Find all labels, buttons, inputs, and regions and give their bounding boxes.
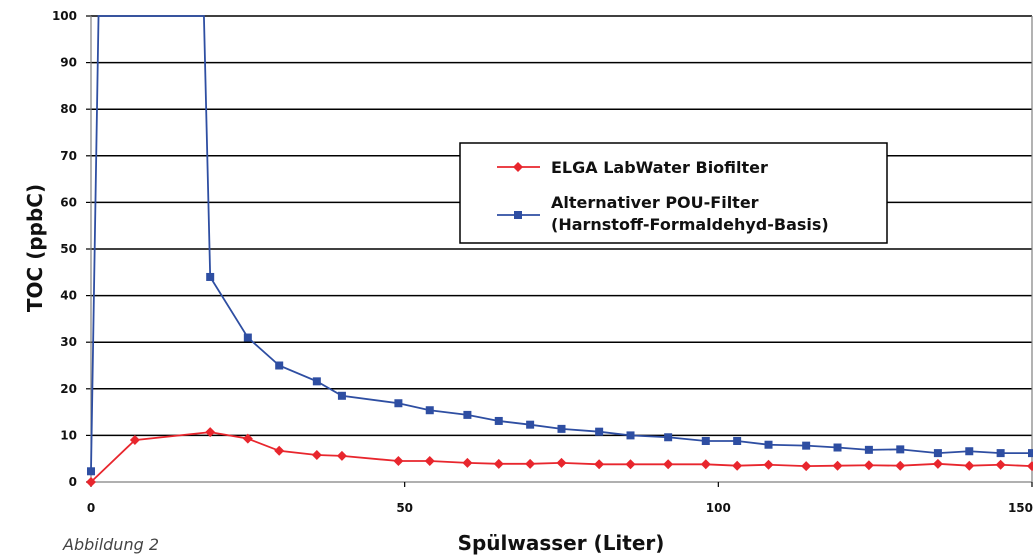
data-point <box>933 449 942 458</box>
data-point <box>1028 449 1033 458</box>
series-elga-biofilter <box>86 427 1033 487</box>
data-point <box>895 460 906 471</box>
data-point <box>336 450 347 461</box>
data-point <box>243 333 252 342</box>
data-point <box>129 435 140 446</box>
data-point <box>556 457 567 468</box>
data-point <box>995 459 1006 470</box>
x-axis-label: Spülwasser (Liter) <box>458 531 665 555</box>
y-tick-label: 70 <box>60 149 77 163</box>
data-point <box>275 361 284 370</box>
y-tick-label: 60 <box>60 195 77 209</box>
data-point <box>625 459 636 470</box>
x-tick-label: 150 <box>1008 501 1033 515</box>
data-point <box>965 447 974 456</box>
data-point <box>833 443 842 452</box>
y-tick-label: 0 <box>69 475 77 489</box>
y-tick-label: 50 <box>60 242 77 256</box>
data-point <box>206 272 215 281</box>
y-tick-label: 90 <box>60 56 77 70</box>
data-point <box>462 457 473 468</box>
data-point <box>864 445 873 454</box>
data-point <box>932 458 943 469</box>
data-point <box>832 460 843 471</box>
data-point <box>337 391 346 400</box>
y-tick-label: 100 <box>52 9 77 23</box>
data-point <box>463 410 472 419</box>
data-point <box>393 456 404 467</box>
legend-label-line-2: (Harnstoff-Formaldehyd-Basis) <box>551 215 829 234</box>
data-point <box>494 416 503 425</box>
x-tick-label: 0 <box>87 501 95 515</box>
data-point <box>964 460 975 471</box>
legend: ELGA LabWater Biofilter Alternativer POU-… <box>459 142 888 244</box>
legend-label-line-1: Alternativer POU-Filter <box>551 193 759 212</box>
figure-caption: Abbildung 2 <box>62 535 159 554</box>
legend-box <box>459 142 888 244</box>
data-point <box>763 459 774 470</box>
x-tick-labels: 0 50 100 150 <box>87 501 1033 515</box>
data-point <box>896 445 905 454</box>
legend-marker <box>513 162 523 172</box>
data-point <box>311 449 322 460</box>
series-group <box>86 15 1033 487</box>
data-point <box>996 449 1005 458</box>
series-line <box>90 431 1033 483</box>
data-point <box>525 458 536 469</box>
data-point <box>493 458 504 469</box>
y-tick-label: 30 <box>60 335 77 349</box>
series-line <box>90 15 1032 472</box>
data-point <box>764 440 773 449</box>
data-point <box>732 460 743 471</box>
data-point <box>595 427 604 436</box>
data-point <box>1027 461 1033 472</box>
data-point <box>664 433 673 442</box>
data-point <box>802 441 811 450</box>
data-point <box>863 460 874 471</box>
data-point <box>701 436 710 445</box>
data-point <box>733 436 742 445</box>
data-point <box>274 445 285 456</box>
axes <box>86 15 1033 487</box>
data-point <box>86 477 96 487</box>
data-point <box>312 377 321 386</box>
data-point <box>626 431 635 440</box>
y-tick-label: 20 <box>60 382 77 396</box>
data-point <box>424 456 435 467</box>
data-point <box>425 406 434 415</box>
series-alternative-pou-filter <box>87 15 1033 476</box>
x-tick-label: 100 <box>706 501 731 515</box>
data-point <box>242 433 253 444</box>
y-tick-labels: 0 10 20 30 40 50 60 70 80 90 100 <box>52 9 77 489</box>
y-tick-label: 10 <box>60 428 77 442</box>
data-point <box>594 459 605 470</box>
data-point <box>663 459 674 470</box>
y-axis-label: TOC (ppbC) <box>23 184 47 312</box>
x-tick-label: 50 <box>396 501 413 515</box>
legend-marker <box>514 211 522 219</box>
data-point <box>557 424 566 433</box>
data-point <box>87 467 95 476</box>
data-point <box>394 399 403 408</box>
data-point <box>700 459 711 470</box>
data-point <box>526 420 535 429</box>
data-point <box>205 427 216 438</box>
data-point <box>801 461 812 472</box>
y-tick-label: 80 <box>60 102 77 116</box>
legend-label: ELGA LabWater Biofilter <box>551 158 768 177</box>
y-tick-label: 40 <box>60 289 77 303</box>
